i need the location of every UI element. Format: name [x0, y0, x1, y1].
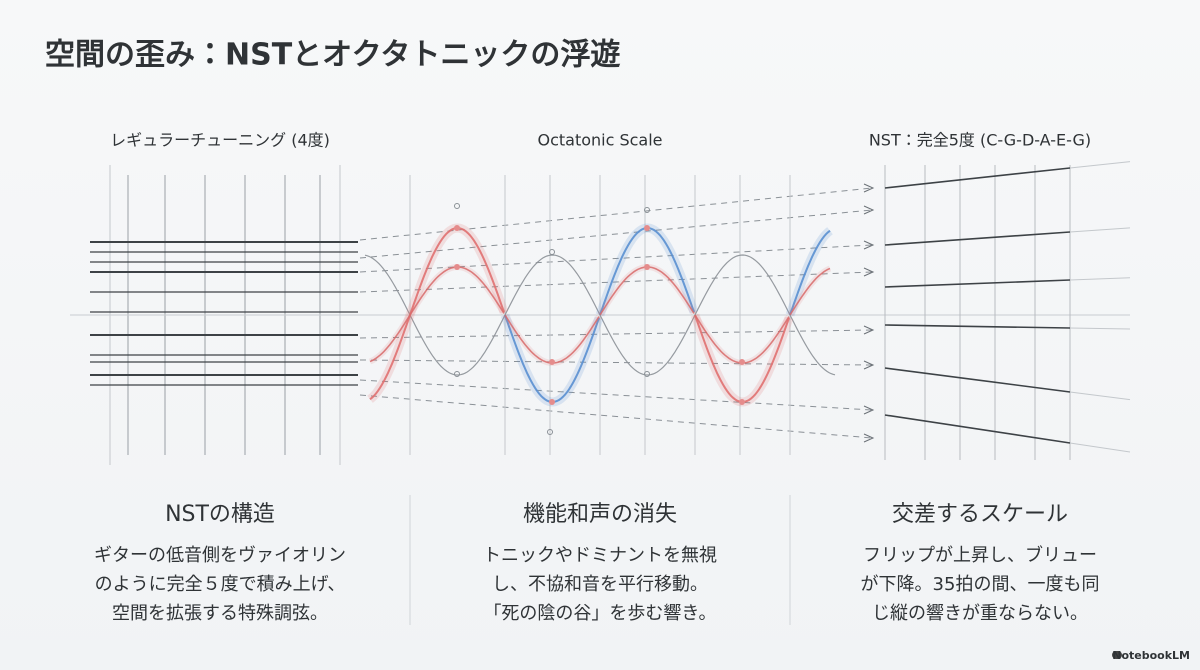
guide [359, 359, 873, 366]
column-body: のように完全５度で積み上げ、 [95, 574, 346, 595]
guide [359, 209, 873, 259]
wave [789, 267, 831, 316]
column-body: フリップが上昇し、ブリュー [863, 544, 1097, 566]
arrow [863, 240, 875, 250]
arrow [863, 267, 875, 277]
guide [359, 187, 873, 241]
node [739, 399, 745, 405]
node [454, 264, 460, 270]
string [884, 167, 1071, 189]
string-ext [1069, 277, 1131, 281]
wave [368, 263, 507, 365]
string-ext [1069, 227, 1131, 233]
column-heading: 機能和声の消失 [523, 502, 677, 527]
node [454, 371, 460, 377]
node [454, 225, 460, 231]
node [549, 399, 555, 405]
panel-label: NST：完全5度 (C-G-D-A-E-G) [869, 131, 1091, 150]
arrow [863, 405, 875, 415]
arrow [863, 205, 875, 215]
wave [369, 226, 505, 401]
string [884, 367, 1071, 393]
string [884, 414, 1071, 444]
title: 空間の歪み：NSTとオクタトニックの浮遊 [45, 38, 620, 73]
column-body: し、不協和音を平行移動。 [492, 574, 708, 595]
column-heading: 交差するスケール [892, 502, 1068, 527]
column-heading: NSTの構造 [165, 502, 275, 527]
arrow [863, 183, 875, 193]
string [884, 279, 1071, 288]
column-body: ギターの低音側をヴァイオリン [94, 545, 346, 566]
illustration [70, 161, 1131, 465]
node [644, 264, 650, 270]
string [884, 231, 1071, 246]
column-body: じ縦の響きが重ならない。 [872, 603, 1088, 624]
node [644, 207, 650, 213]
wave [789, 229, 831, 316]
string-ext [1069, 391, 1131, 401]
node [644, 371, 650, 377]
node [454, 203, 460, 209]
node [644, 225, 650, 231]
column-body: トニックやドミナントを無視 [483, 545, 717, 566]
arrow [863, 325, 875, 335]
brand: NotebookLM [1112, 649, 1190, 662]
node [739, 359, 745, 365]
string-ext [1069, 161, 1131, 169]
arrow [863, 360, 875, 370]
guide [359, 379, 873, 411]
arrow [863, 433, 875, 443]
node [547, 429, 553, 435]
panel-label: Octatonic Scale [537, 131, 662, 150]
guide [359, 394, 873, 439]
column-body: が下降。35拍の間、一度も同 [861, 574, 1100, 595]
column-body: 「死の陰の谷」を歩む響き。 [483, 603, 716, 624]
wave [367, 223, 509, 403]
string [884, 324, 1071, 329]
guide [359, 244, 873, 273]
column-body: 空間を拡張する特殊調弦。 [112, 603, 328, 624]
node [549, 359, 555, 365]
node [549, 249, 555, 255]
guide [359, 329, 873, 339]
brand-icon [1112, 651, 1122, 659]
string-ext [1069, 442, 1131, 453]
columns: NSTの構造ギターの低音側をヴァイオリンのように完全５度で積み上げ、空間を拡張す… [94, 502, 1099, 624]
wave [369, 266, 505, 363]
guide [359, 271, 873, 293]
string-ext [1069, 327, 1131, 330]
panel-label: レギュラーチューニング (4度) [110, 131, 330, 150]
